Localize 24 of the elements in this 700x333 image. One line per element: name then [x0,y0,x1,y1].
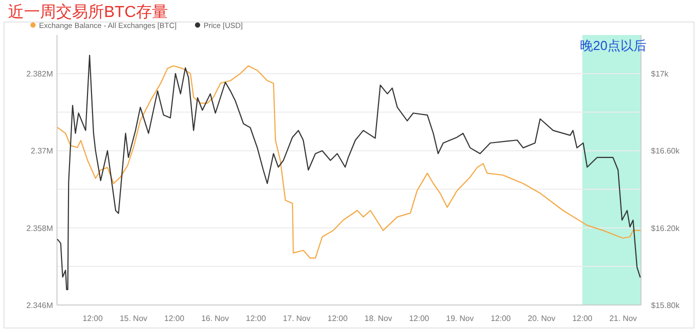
x-tick-label: 12:00 [328,314,348,323]
y2-tick-label: $15.80k [651,301,680,310]
x-tick-label: 12:00 [82,314,104,323]
x-tick-label: 20. Nov [528,314,556,323]
x-tick-label: 12:00 [409,314,430,323]
x-tick-label: 16. Nov [201,314,229,323]
x-tick-label: 12:00 [490,314,512,323]
x-tick-label: 15. Nov [120,314,148,323]
x-tick-label: 12:00 [164,314,185,323]
chart-title: 近一周交易所BTC存量 [8,3,168,21]
x-tick-label: 21. Nov [609,314,637,323]
annotation: 晚20点以后 [580,38,646,53]
x-tick-label: 12:00 [572,314,593,323]
x-tick-label: 17. Nov [282,314,311,323]
y-tick-label: 2.346M [26,301,54,310]
y-tick-label: 2.37M [30,146,54,156]
y-tick-label: 2.382M [26,70,54,79]
x-tick-label: 19. Nov [446,314,474,323]
y2-tick-label: $16.20k [651,224,680,233]
x-tick-label: 12:00 [246,314,266,323]
y2-tick-label: $16.60k [651,146,680,156]
y-tick-label: 2.358M [26,224,54,233]
y2-tick-label: $17k [651,70,670,79]
x-tick-label: 18. Nov [364,314,392,323]
